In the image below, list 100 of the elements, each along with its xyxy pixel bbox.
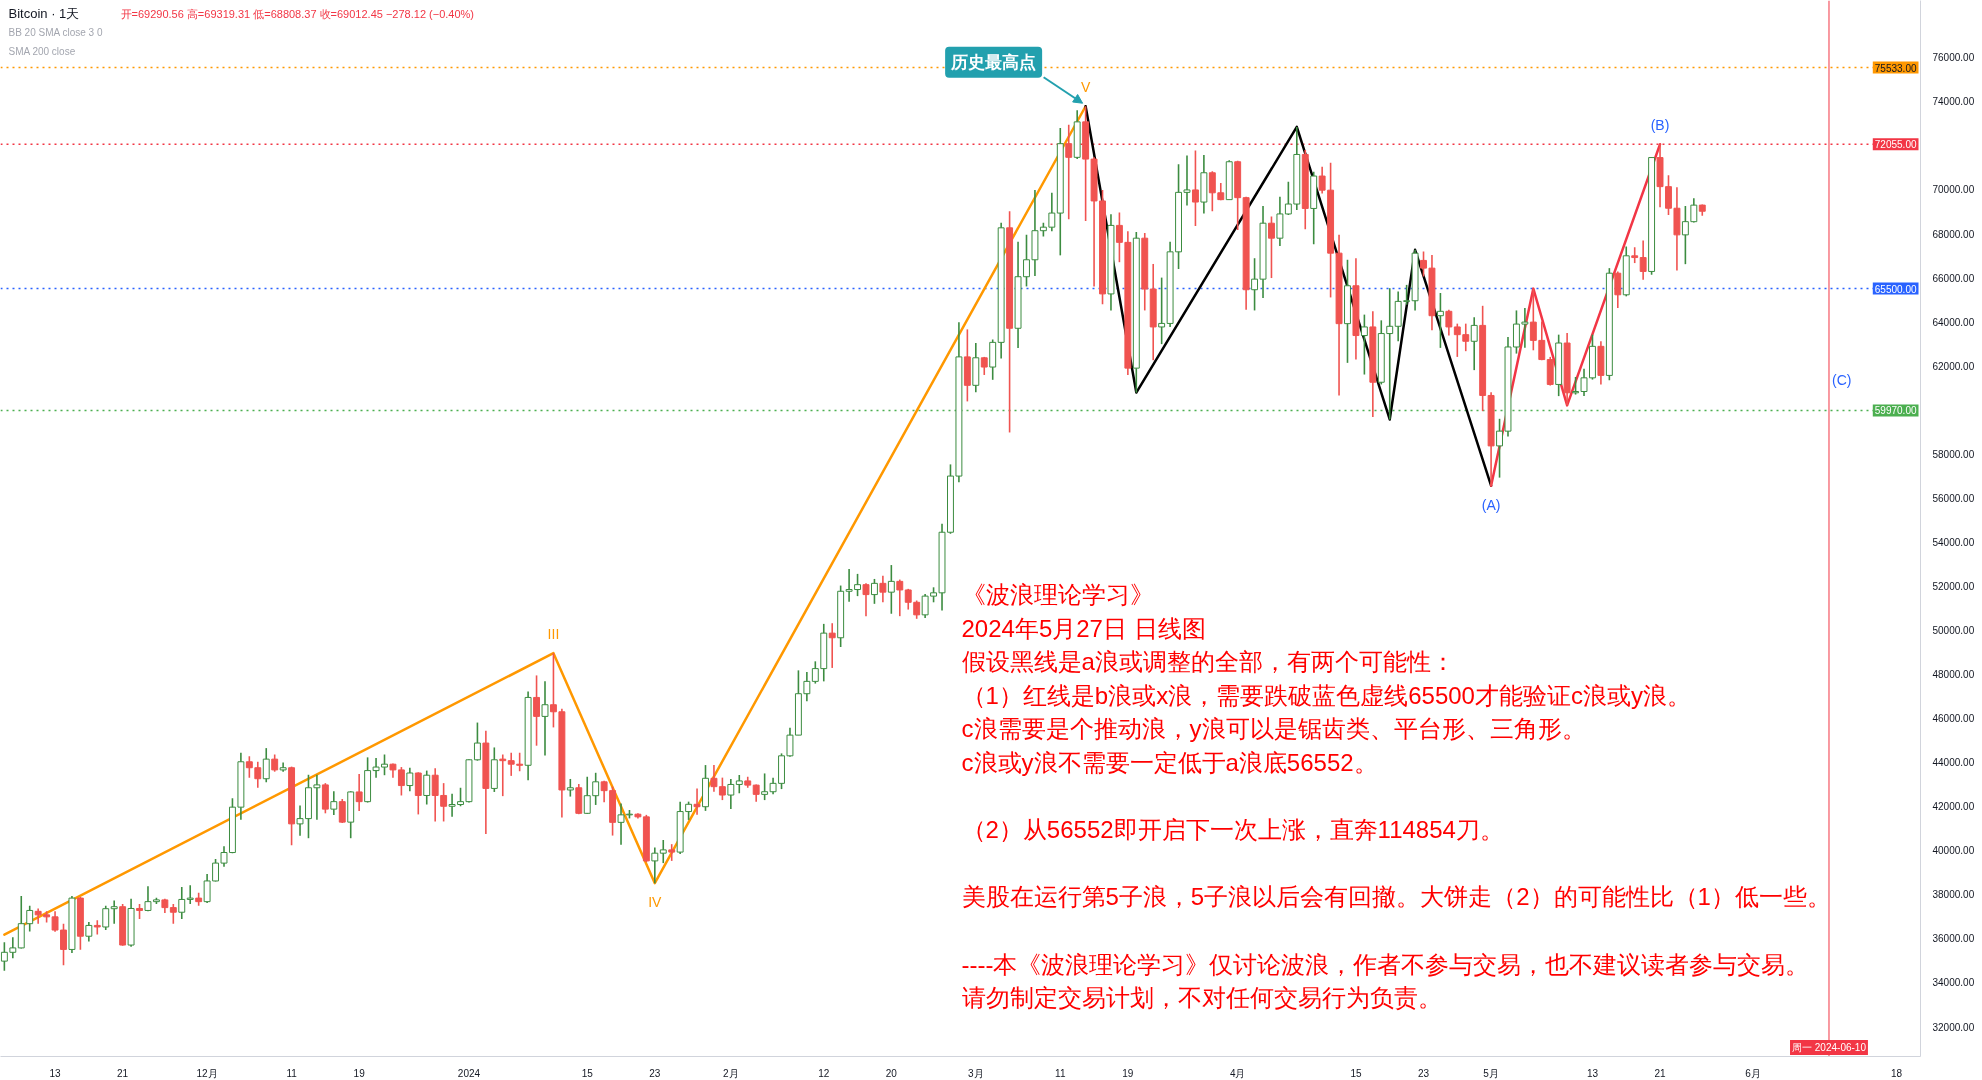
annotation: c浪需要是个推动浪，y浪可以是锯齿类、平台形、三角形。 [961,715,1586,743]
candlestick [668,843,676,862]
candlestick [414,771,422,816]
annotation: V [1080,79,1091,96]
candlestick [659,839,667,864]
annotation: c浪或y浪不需要一定低于a浪底56552。 [961,749,1378,776]
candlestick [110,899,118,925]
y-tick-label: 32000.00 [1932,1021,1975,1033]
candlestick [1360,313,1368,376]
x-tick-label: 15 [1350,1067,1362,1079]
candlestick [1065,123,1073,221]
y-tick-label: 40000.00 [1932,845,1975,857]
y-tick-label: 50000.00 [1932,625,1975,637]
x-tick-label: 12月 [196,1067,218,1079]
candlestick [423,769,431,806]
x-tick-label: 13 [1586,1067,1599,1079]
y-tick-label: 70000.00 [1932,184,1975,196]
candlestick [541,680,549,757]
candlestick [896,578,904,617]
annotation: 2024年5月27日 日线图 [961,614,1206,642]
candlestick [727,778,735,810]
y-tick-label: 46000.00 [1932,713,1975,725]
candlestick [186,884,194,905]
ref-line-label: 周一 2024-06-10 [1792,1042,1867,1053]
x-tick-label: 18 [1891,1067,1903,1079]
candlestick [178,886,186,920]
annotation: (A) [1481,496,1501,513]
candlestick [549,652,557,729]
candlestick [828,622,836,669]
candlestick [93,919,101,936]
x-tick-label: 3月 [968,1067,984,1079]
candlestick [338,798,346,824]
x-tick-label: 23 [1417,1067,1430,1079]
y-tick-label: 58000.00 [1932,448,1975,460]
candlestick [203,873,211,904]
x-tick-label: 13 [49,1067,62,1079]
ref-line-label: 59970.00 [1874,405,1917,417]
annotation: 假设黑线是a浪或调整的全部，有两个可能性： [961,648,1455,676]
annotation: BB 20 SMA close 3 0 [8,27,103,38]
candlestick [473,721,481,762]
annotation: (B) [1650,117,1670,134]
candlestick [533,674,541,747]
annotation: ----本《波浪理论学习》仅讨论波浪，作者不参与交易，也不建议读者参与交易。 [961,950,1810,978]
candlestick [1158,276,1166,345]
x-tick-label: 23 [649,1067,661,1079]
annotation: III [547,626,560,643]
y-tick-label: 66000.00 [1932,272,1975,284]
x-tick-label: 21 [1654,1067,1667,1079]
x-tick-label: 4月 [1229,1067,1246,1079]
candlestick [330,790,338,816]
candlestick [85,921,93,943]
y-tick-label: 44000.00 [1932,757,1975,769]
candlestick [144,885,152,913]
ref-line-label: 65500.00 [1874,283,1917,295]
candlestick [862,582,870,617]
x-tick-label: 2月 [723,1067,739,1079]
x-tick-label: 2024 [457,1067,481,1079]
candlestick [1183,154,1191,207]
candlestick [1639,239,1647,281]
candlestick [355,773,363,812]
candlestick [1521,307,1529,349]
y-tick-label: 62000.00 [1932,360,1975,372]
annotation: 《波浪理论学习》 [961,581,1154,608]
x-tick-label: 20 [885,1067,898,1079]
y-tick-label: 36000.00 [1932,933,1975,945]
x-tick-label: 12 [818,1067,830,1079]
x-tick-label: 19 [353,1067,366,1079]
candlestick [1191,149,1199,227]
chart-title: Bitcoin · 1天 [8,6,80,21]
y-tick-label: 34000.00 [1932,977,1975,989]
y-tick-label: 64000.00 [1932,316,1975,328]
x-tick-label: 11 [286,1067,298,1079]
candlestick [870,578,878,605]
x-tick-label: 6月 [1745,1067,1761,1079]
y-tick-label: 52000.00 [1932,580,1975,592]
annotation: (C) [1831,372,1852,389]
annotation: （2）从56552即开启下一次上涨，直奔114854刀。 [961,816,1504,844]
y-tick-label: 48000.00 [1932,669,1975,681]
candlestick [499,753,507,797]
annotation: IV [648,894,663,911]
candlestick [406,766,414,793]
candlestick [1048,192,1056,233]
candlestick [693,787,701,816]
annotation: （1）红线是b浪或x浪，需要跌破蓝色虚线65500才能验证c浪或y浪。 [961,681,1691,709]
candlestick [1318,166,1326,195]
candlestick [1436,292,1444,349]
candlestick [1470,316,1478,371]
candlestick [651,846,659,884]
x-tick-label: 21 [117,1067,129,1079]
ref-line-label: 75533.00 [1874,62,1917,74]
candlestick [102,905,110,931]
candlestick [169,903,177,925]
y-tick-label: 74000.00 [1932,96,1975,108]
annotation: 美股在运行第5子浪，5子浪以后会有回撤。大饼走（2）的可能性比（1）低一些。 [961,883,1831,911]
y-tick-label: 42000.00 [1932,801,1975,813]
x-tick-label: 11 [1055,1067,1066,1079]
candlestick [1445,308,1453,337]
candlestick [879,574,887,604]
x-tick-label: 15 [581,1067,594,1079]
y-tick-label: 56000.00 [1932,492,1975,504]
